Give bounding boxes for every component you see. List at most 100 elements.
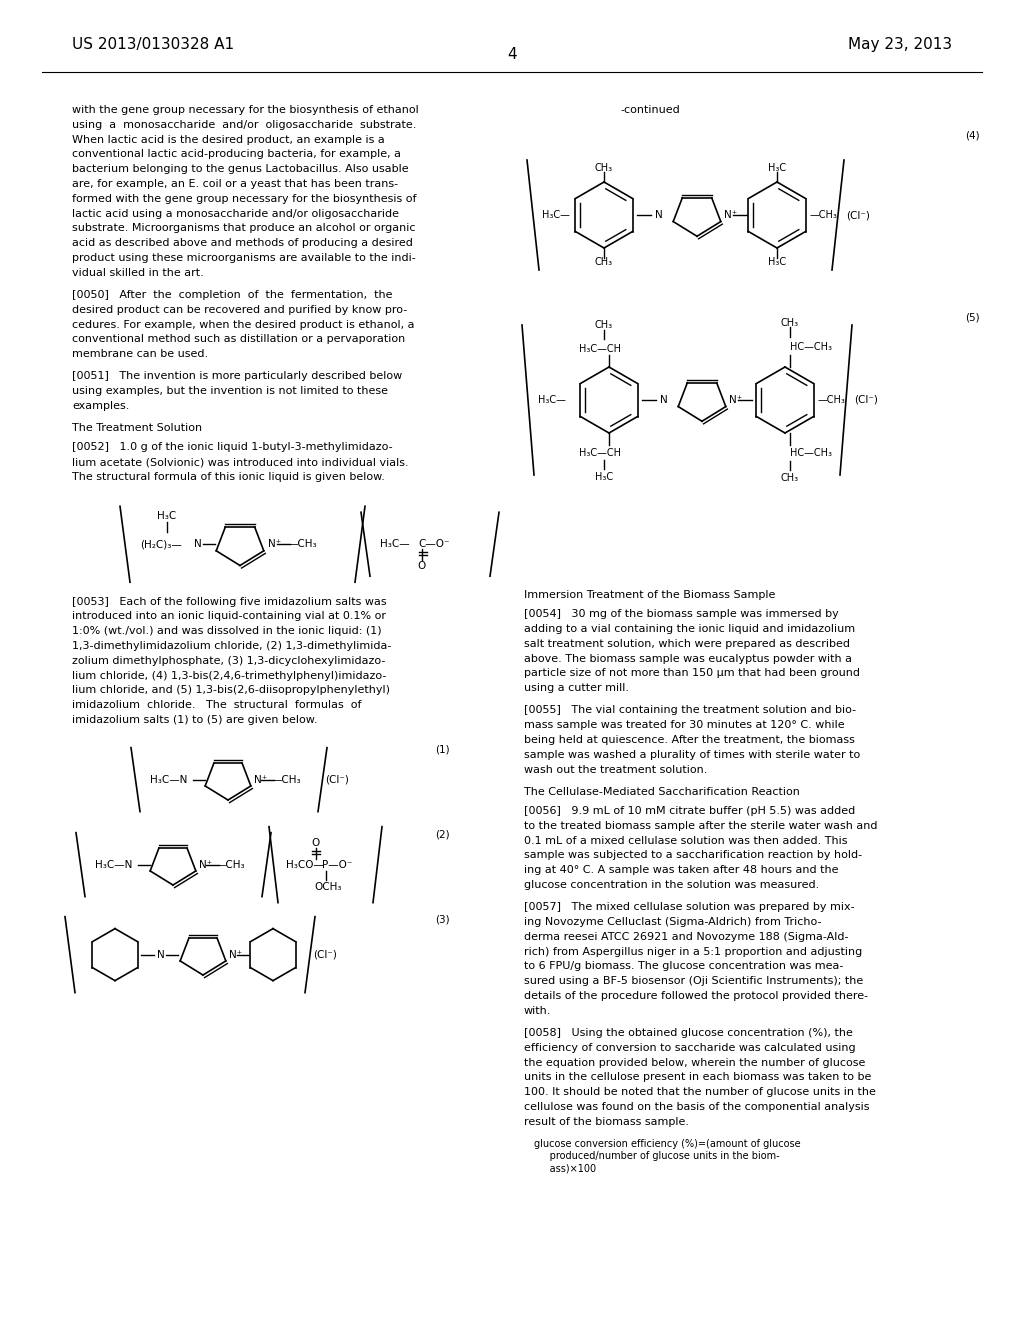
Text: H₃C—: H₃C—: [380, 540, 410, 549]
Text: product using these microorganisms are available to the indi-: product using these microorganisms are a…: [72, 253, 416, 263]
Text: OCH₃: OCH₃: [314, 882, 341, 891]
Text: CH₃: CH₃: [595, 162, 613, 173]
Text: glucose concentration in the solution was measured.: glucose concentration in the solution wa…: [524, 880, 819, 890]
Text: ing Novozyme Celluclast (Sigma-Aldrich) from Tricho-: ing Novozyme Celluclast (Sigma-Aldrich) …: [524, 917, 821, 927]
Text: cellulose was found on the basis of the componential analysis: cellulose was found on the basis of the …: [524, 1102, 869, 1111]
Text: glucose conversion efficiency (%)=(amount of glucose: glucose conversion efficiency (%)=(amoun…: [534, 1139, 801, 1150]
Text: HC—CH₃: HC—CH₃: [790, 342, 831, 352]
Text: 0.1 mL of a mixed cellulase solution was then added. This: 0.1 mL of a mixed cellulase solution was…: [524, 836, 848, 846]
Text: acid as described above and methods of producing a desired: acid as described above and methods of p…: [72, 238, 413, 248]
Text: sample was subjected to a saccharification reaction by hold-: sample was subjected to a saccharificati…: [524, 850, 862, 861]
Text: using  a  monosaccharide  and/or  oligosaccharide  substrate.: using a monosaccharide and/or oligosacch…: [72, 120, 417, 129]
Text: lium acetate (Solvionic) was introduced into individual vials.: lium acetate (Solvionic) was introduced …: [72, 457, 409, 467]
Text: above. The biomass sample was eucalyptus powder with a: above. The biomass sample was eucalyptus…: [524, 653, 852, 664]
Text: HC—CH₃: HC—CH₃: [790, 447, 831, 458]
Text: (4): (4): [966, 129, 980, 140]
Text: 4: 4: [507, 48, 517, 62]
Text: H₃C: H₃C: [768, 162, 786, 173]
Text: mass sample was treated for 30 minutes at 120° C. while: mass sample was treated for 30 minutes a…: [524, 721, 845, 730]
Text: N⁺: N⁺: [229, 949, 243, 960]
Text: being held at quiescence. After the treatment, the biomass: being held at quiescence. After the trea…: [524, 735, 855, 744]
Text: C—O⁻: C—O⁻: [418, 540, 450, 549]
Text: N: N: [157, 949, 165, 960]
Text: result of the biomass sample.: result of the biomass sample.: [524, 1117, 689, 1127]
Text: N⁺: N⁺: [268, 540, 282, 549]
Text: formed with the gene group necessary for the biosynthesis of: formed with the gene group necessary for…: [72, 194, 417, 203]
Text: —CH₃: —CH₃: [818, 395, 846, 405]
Text: N: N: [655, 210, 663, 220]
Text: H₃C—: H₃C—: [538, 395, 566, 405]
Text: H₃C—CH: H₃C—CH: [579, 345, 621, 354]
Text: H₃C—: H₃C—: [542, 210, 570, 220]
Text: CH₃: CH₃: [595, 257, 613, 267]
Text: -continued: -continued: [620, 106, 680, 115]
Text: examples.: examples.: [72, 401, 129, 411]
Text: efficiency of conversion to saccharide was calculated using: efficiency of conversion to saccharide w…: [524, 1043, 856, 1053]
Text: (H₂C)₃—: (H₂C)₃—: [140, 540, 181, 549]
Text: imidazolium  chloride.   The  structural  formulas  of: imidazolium chloride. The structural for…: [72, 700, 361, 710]
Text: particle size of not more than 150 μm that had been ground: particle size of not more than 150 μm th…: [524, 668, 860, 678]
Text: H₃C—N: H₃C—N: [95, 859, 132, 870]
Text: vidual skilled in the art.: vidual skilled in the art.: [72, 268, 204, 277]
Text: CH₃: CH₃: [781, 318, 799, 327]
Text: [0051]   The invention is more particularly described below: [0051] The invention is more particularl…: [72, 371, 402, 381]
Text: [0052]   1.0 g of the ionic liquid 1-butyl-3-methylimidazo-: [0052] 1.0 g of the ionic liquid 1-butyl…: [72, 442, 392, 453]
Text: wash out the treatment solution.: wash out the treatment solution.: [524, 764, 708, 775]
Text: P—O⁻: P—O⁻: [322, 859, 352, 870]
Text: N⁺: N⁺: [729, 395, 742, 405]
Text: N: N: [660, 395, 668, 405]
Text: sured using a BF-5 biosensor (Oji Scientific Instruments); the: sured using a BF-5 biosensor (Oji Scient…: [524, 977, 863, 986]
Text: [0056]   9.9 mL of 10 mM citrate buffer (pH 5.5) was added: [0056] 9.9 mL of 10 mM citrate buffer (p…: [524, 807, 855, 816]
Text: N: N: [195, 540, 202, 549]
Text: —CH₃: —CH₃: [287, 540, 316, 549]
Text: using examples, but the invention is not limited to these: using examples, but the invention is not…: [72, 387, 388, 396]
Text: with the gene group necessary for the biosynthesis of ethanol: with the gene group necessary for the bi…: [72, 106, 419, 115]
Text: H₃C: H₃C: [157, 511, 176, 521]
Text: adding to a vial containing the ionic liquid and imidazolium: adding to a vial containing the ionic li…: [524, 624, 855, 634]
Text: [0055]   The vial containing the treatment solution and bio-: [0055] The vial containing the treatment…: [524, 705, 856, 715]
Text: 1:0% (wt./vol.) and was dissolved in the ionic liquid: (1): 1:0% (wt./vol.) and was dissolved in the…: [72, 626, 382, 636]
Text: the equation provided below, wherein the number of glucose: the equation provided below, wherein the…: [524, 1057, 865, 1068]
Text: lium chloride, (4) 1,3-bis(2,4,6-trimethylphenyl)imidazo-: lium chloride, (4) 1,3-bis(2,4,6-trimeth…: [72, 671, 386, 681]
Text: [0054]   30 mg of the biomass sample was immersed by: [0054] 30 mg of the biomass sample was i…: [524, 610, 839, 619]
Text: introduced into an ionic liquid-containing vial at 0.1% or: introduced into an ionic liquid-containi…: [72, 611, 386, 622]
Text: imidazolium salts (1) to (5) are given below.: imidazolium salts (1) to (5) are given b…: [72, 715, 317, 725]
Text: rich) from Aspergillus niger in a 5:1 proportion and adjusting: rich) from Aspergillus niger in a 5:1 pr…: [524, 946, 862, 957]
Text: to 6 FPU/g biomass. The glucose concentration was mea-: to 6 FPU/g biomass. The glucose concentr…: [524, 961, 844, 972]
Text: 100. It should be noted that the number of glucose units in the: 100. It should be noted that the number …: [524, 1088, 876, 1097]
Text: —CH₃: —CH₃: [216, 859, 246, 870]
Text: 1,3-dimethylimidazolium chloride, (2) 1,3-dimethylimida-: 1,3-dimethylimidazolium chloride, (2) 1,…: [72, 642, 391, 651]
Text: (1): (1): [435, 744, 450, 755]
Text: are, for example, an E. coil or a yeast that has been trans-: are, for example, an E. coil or a yeast …: [72, 180, 398, 189]
Text: using a cutter mill.: using a cutter mill.: [524, 684, 629, 693]
Text: (Cl⁻): (Cl⁻): [325, 775, 349, 784]
Text: to the treated biomass sample after the sterile water wash and: to the treated biomass sample after the …: [524, 821, 878, 830]
Text: lium chloride, and (5) 1,3-bis(2,6-diisopropylphenylethyl): lium chloride, and (5) 1,3-bis(2,6-diiso…: [72, 685, 390, 696]
Text: [0053]   Each of the following five imidazolium salts was: [0053] Each of the following five imidaz…: [72, 597, 387, 607]
Text: H₃C—N: H₃C—N: [150, 775, 187, 784]
Text: O: O: [312, 838, 321, 847]
Text: units in the cellulose present in each biomass was taken to be: units in the cellulose present in each b…: [524, 1072, 871, 1082]
Text: O: O: [417, 561, 425, 572]
Text: (Cl⁻): (Cl⁻): [846, 210, 869, 220]
Text: H₃CO—: H₃CO—: [286, 859, 324, 870]
Text: H₃C: H₃C: [768, 257, 786, 267]
Text: (5): (5): [966, 313, 980, 323]
Text: substrate. Microorganisms that produce an alcohol or organic: substrate. Microorganisms that produce a…: [72, 223, 416, 234]
Text: May 23, 2013: May 23, 2013: [848, 37, 952, 51]
Text: The Cellulase-Mediated Saccharification Reaction: The Cellulase-Mediated Saccharification …: [524, 787, 800, 797]
Text: cedures. For example, when the desired product is ethanol, a: cedures. For example, when the desired p…: [72, 319, 415, 330]
Text: ing at 40° C. A sample was taken after 48 hours and the: ing at 40° C. A sample was taken after 4…: [524, 866, 839, 875]
Text: The structural formula of this ionic liquid is given below.: The structural formula of this ionic liq…: [72, 473, 385, 482]
Text: CH₃: CH₃: [781, 473, 799, 483]
Text: derma reesei ATCC 26921 and Novozyme 188 (Sigma-Ald-: derma reesei ATCC 26921 and Novozyme 188…: [524, 932, 849, 942]
Text: (2): (2): [435, 830, 450, 840]
Text: ass)×100: ass)×100: [534, 1163, 596, 1173]
Text: (Cl⁻): (Cl⁻): [313, 949, 337, 960]
Text: N⁺: N⁺: [724, 210, 737, 220]
Text: zolium dimethylphosphate, (3) 1,3-dicyclohexylimidazo-: zolium dimethylphosphate, (3) 1,3-dicycl…: [72, 656, 385, 665]
Text: N⁺: N⁺: [254, 775, 267, 784]
Text: [0050]   After  the  completion  of  the  fermentation,  the: [0050] After the completion of the ferme…: [72, 290, 392, 300]
Text: CH₃: CH₃: [595, 319, 613, 330]
Text: —CH₃: —CH₃: [271, 775, 301, 784]
